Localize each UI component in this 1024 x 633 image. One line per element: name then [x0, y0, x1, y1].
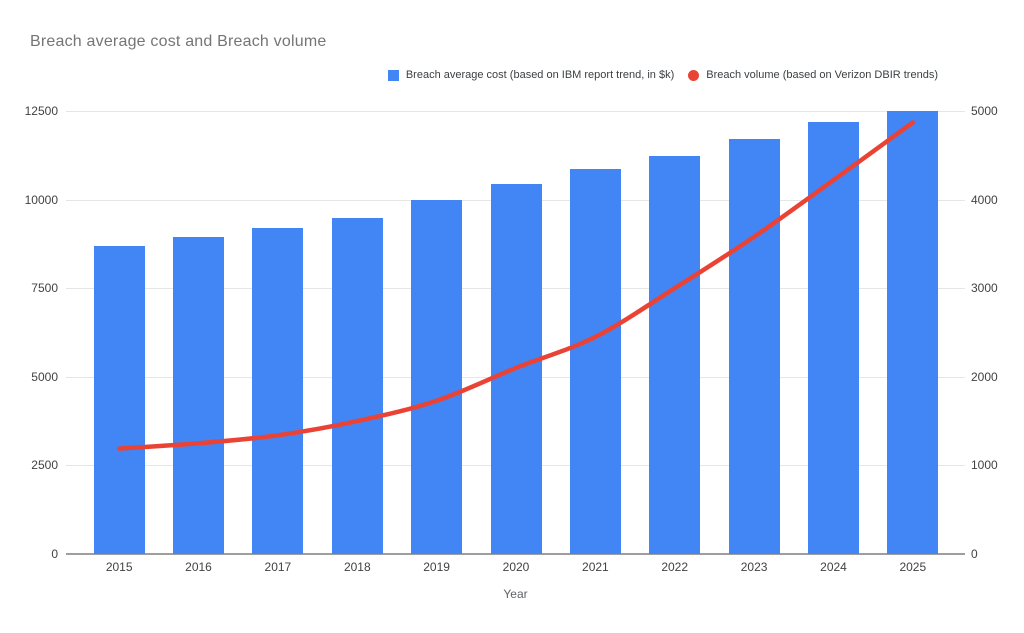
legend-item-breach-cost: Breach average cost (based on IBM report…	[387, 69, 675, 81]
breach-volume-line-path	[116, 120, 916, 451]
y-axis-tick-label-right: 1000	[971, 458, 998, 472]
y-axis-tick-label-left: 7500	[31, 281, 58, 295]
y-axis-tick-label-right: 4000	[971, 193, 998, 207]
legend-label-breach-cost: Breach average cost (based on IBM report…	[405, 69, 675, 81]
bar-2021	[569, 169, 621, 554]
y-axis-tick-label-left: 2500	[31, 458, 58, 472]
legend-label-breach-volume: Breach volume (based on Verizon DBIR tre…	[706, 69, 938, 81]
x-axis-line	[66, 553, 965, 555]
y-axis-tick-label-left: 12500	[24, 104, 58, 118]
x-axis-tick-label: 2021	[582, 560, 609, 574]
bar-2019	[411, 199, 463, 554]
x-axis-title: Year	[503, 587, 528, 601]
y-axis-tick-label-left: 0	[51, 547, 58, 561]
x-axis-tick-label: 2018	[343, 560, 371, 574]
bar-2023	[728, 139, 780, 554]
x-axis-tick-label: 2016	[185, 560, 212, 574]
x-axis-tick-label: 2019	[423, 560, 450, 574]
x-axis-tick-label: 2023	[740, 560, 768, 574]
y-axis-tick-label-right: 0	[971, 547, 978, 561]
y-axis-tick-label-right: 5000	[971, 104, 998, 118]
y-axis-tick-label-left: 10000	[24, 193, 58, 207]
bar-2016	[173, 236, 224, 554]
line-series-swatch-icon	[688, 69, 700, 81]
legend-item-breach-volume: Breach volume (based on Verizon DBIR tre…	[688, 69, 938, 81]
x-axis-tick-label: 2024	[820, 560, 847, 574]
chart-title: Breach average cost and Breach volume	[30, 33, 327, 50]
bar-2022	[649, 156, 701, 554]
bar-2015	[93, 245, 145, 554]
x-axis-tick-label: 2020	[502, 560, 530, 574]
y-axis-tick-label-right: 3000	[971, 281, 998, 295]
x-axis-tick-label: 2022	[661, 560, 689, 574]
bar-2018	[331, 218, 383, 554]
x-axis-tick-label: 2017	[264, 560, 292, 574]
y-axis-tick-label-right: 2000	[971, 370, 998, 384]
legend: Breach average cost (based on IBM report…	[387, 69, 938, 81]
gridline	[66, 111, 965, 112]
x-axis-tick-label: 2025	[899, 560, 927, 574]
bar-2025	[887, 111, 939, 554]
bar-2017	[252, 228, 304, 554]
bar-series-swatch-icon	[387, 69, 399, 81]
y-axis-tick-label-left: 5000	[31, 370, 58, 384]
x-axis-tick-label: 2015	[105, 560, 133, 574]
